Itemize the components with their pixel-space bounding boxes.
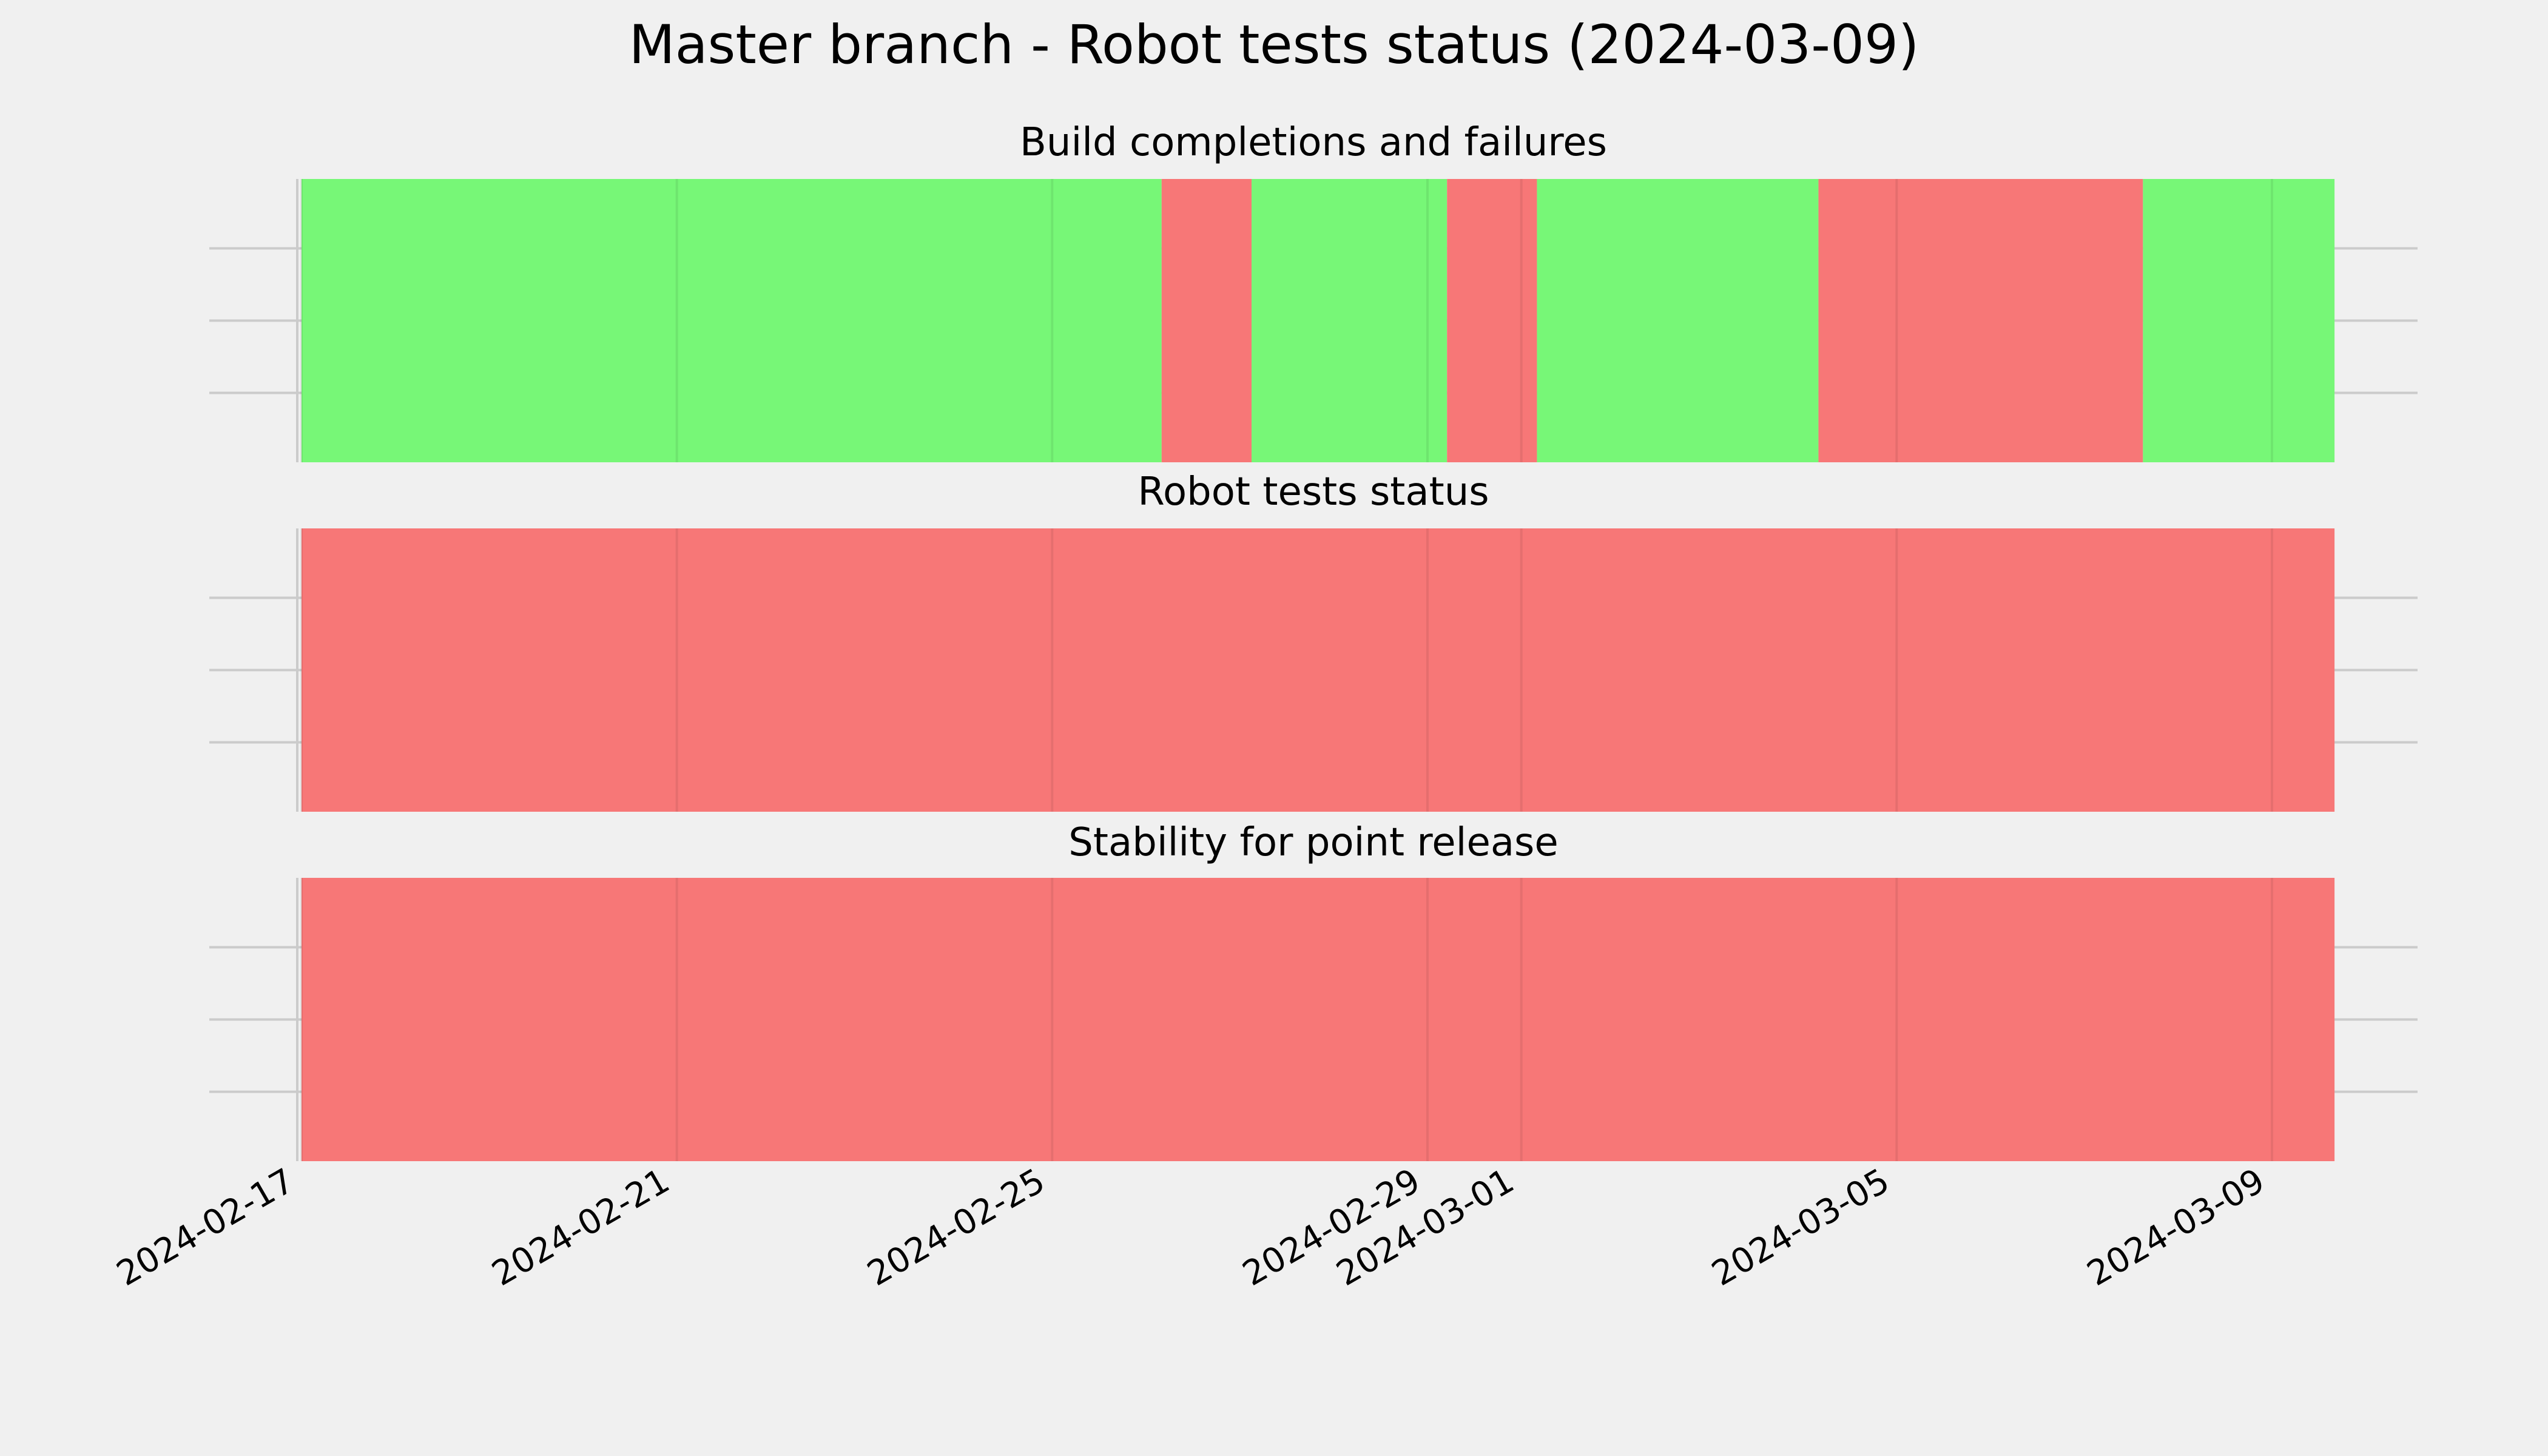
segment-pass [2143,179,2335,462]
segment-fail [1447,179,1537,462]
segment-fail [302,528,2335,812]
segment-pass [302,179,1162,462]
panel-title-build: Build completions and failures [1020,120,1607,165]
panel-stability: Stability for point release [209,820,2418,1161]
panel-build: Build completions and failures [209,120,2418,462]
segment-fail [1818,179,2143,462]
panel-robot-tests: Robot tests status [209,470,2418,812]
segment-pass [1252,179,1448,462]
segment-fail [1161,179,1252,462]
panel-stability-plot [209,878,2418,1161]
chart-title: Master branch - Robot tests status (2024… [629,13,1919,76]
segment-fail [302,878,2335,1161]
segment-pass [1537,179,1819,462]
panel-robot-tests-plot [209,528,2418,812]
panel-title-robot-tests: Robot tests status [1138,470,1489,514]
panel-build-plot [209,179,2418,462]
panel-title-stability: Stability for point release [1068,820,1559,865]
